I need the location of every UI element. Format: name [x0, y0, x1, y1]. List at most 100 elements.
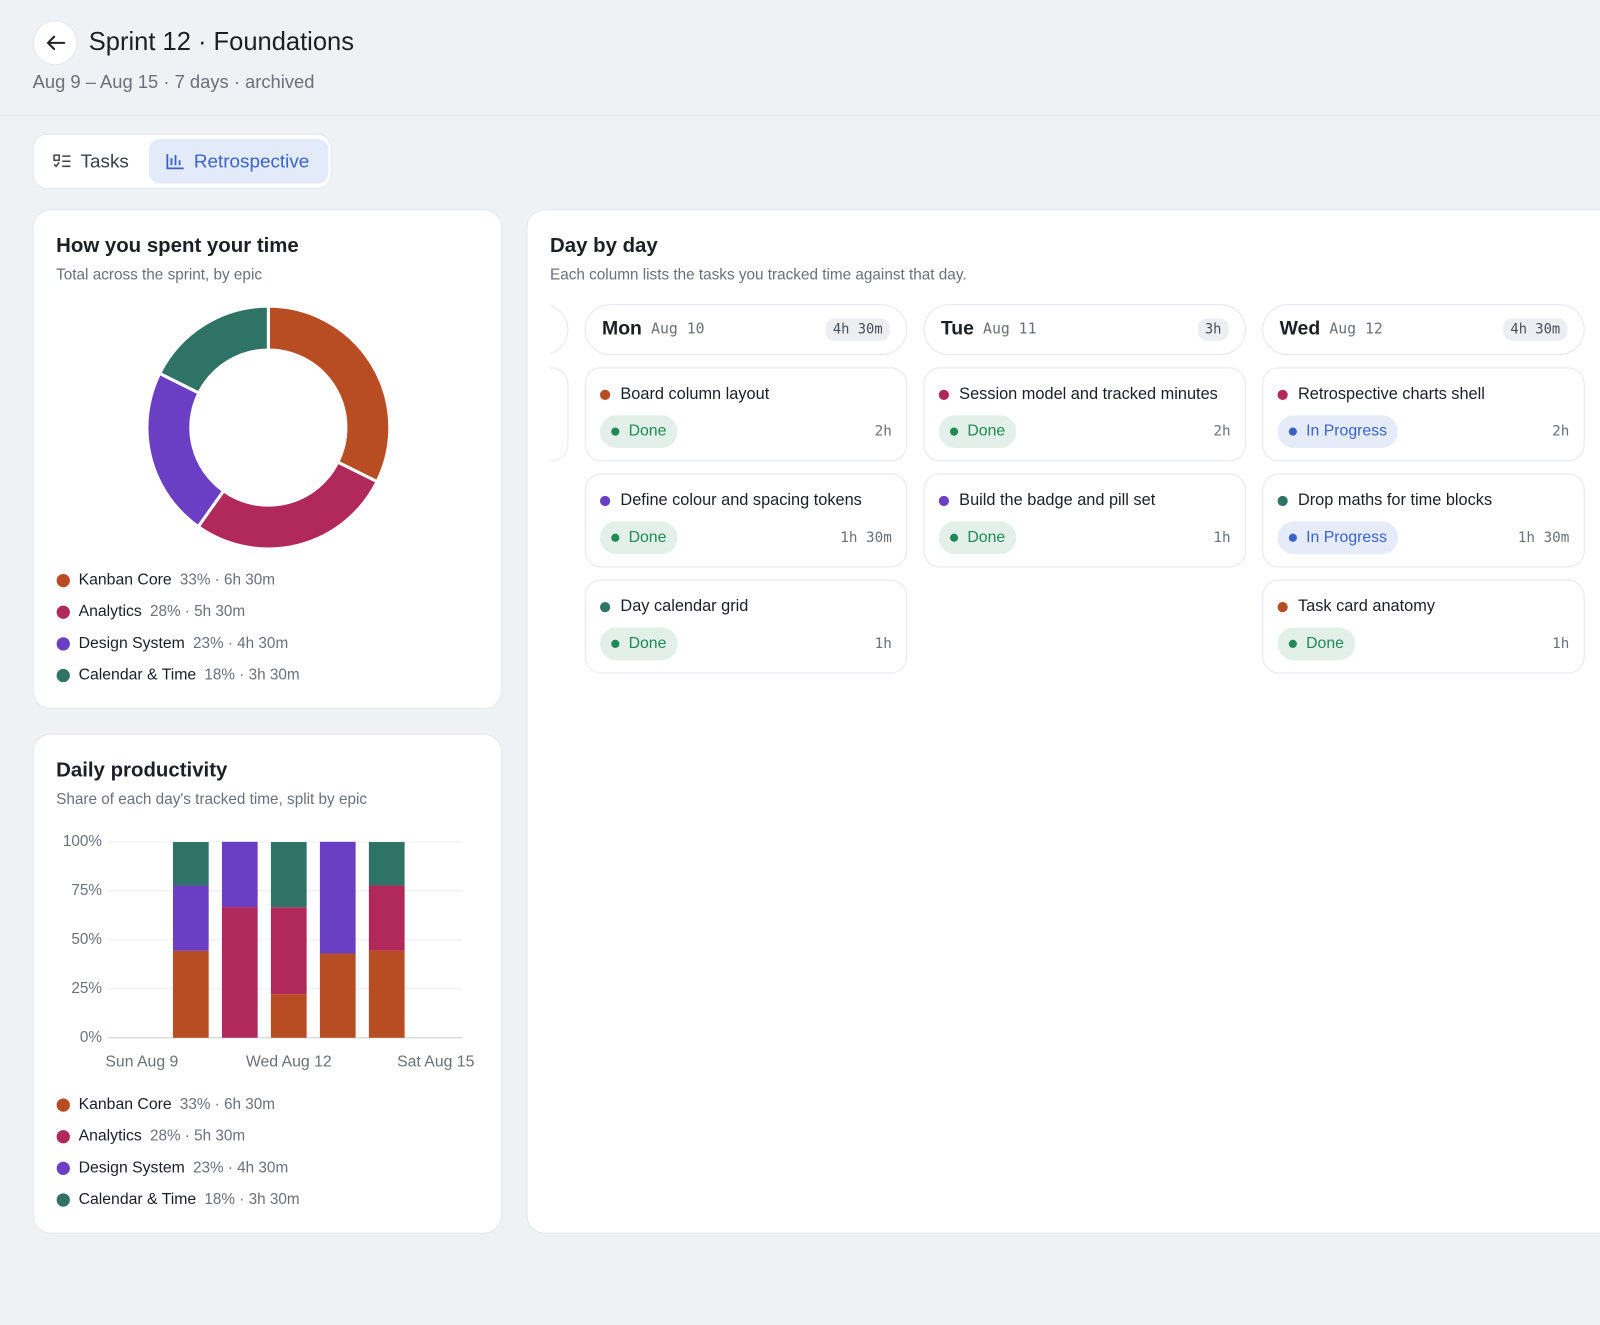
status-pill: Done	[599, 521, 678, 555]
day-name: Tue	[940, 318, 974, 340]
legend-name: Design System	[79, 1160, 185, 1177]
task-card[interactable]: Drop maths for time blocks In Progress 1h …	[1262, 473, 1585, 568]
task-meta: In Progress 1h 30m	[1277, 521, 1570, 555]
tab[interactable]: Tasks	[38, 139, 146, 184]
donut-chart: Kanban Core 33% · 6h 30m Analytics 28% · 5h…	[56, 304, 392, 684]
legend-label: Design System 23% · 4h 30m	[79, 635, 289, 652]
task-title-row: Retrospective charts shell	[1277, 383, 1570, 406]
productivity-card: Daily productivity Share of each day's t…	[32, 733, 503, 1234]
time-card: How you spent your time Total across the…	[32, 209, 503, 710]
epic-dot	[1277, 602, 1288, 613]
legend-dot	[56, 573, 70, 588]
epic-dot	[599, 602, 611, 613]
donut-slice	[196, 460, 380, 551]
task-meta: Done 1h 30m	[599, 521, 892, 555]
epic-dot	[1277, 389, 1288, 400]
status-label: In Progress	[1306, 528, 1388, 546]
x-tick-label: Wed Aug 12	[246, 1053, 332, 1070]
bar-segment	[270, 842, 307, 908]
day-by-day-card: Day by day Each column lists the tasks y…	[526, 209, 1600, 1234]
status-label: Done	[1306, 634, 1344, 653]
bar-segment	[270, 907, 307, 995]
epic-dot	[599, 495, 611, 507]
bar-segment	[221, 841, 258, 908]
task-card[interactable]: Define colour and spacing tokens Done 1h 3…	[584, 473, 908, 568]
task-title: Board column layout	[620, 385, 770, 404]
task-title-row: Board column layout	[599, 383, 892, 406]
task-card[interactable]: Board column layout Done 2h	[584, 367, 908, 462]
day-date: Aug 10	[651, 321, 705, 338]
legend-dot	[56, 1098, 70, 1112]
status-label: Done	[967, 422, 1006, 440]
task-card[interactable]: Build the badge and pill set Done 1h	[923, 473, 1246, 568]
task-title-row: Drop maths for time blocks	[1277, 489, 1570, 512]
page-title: Sprint 12 · Foundations	[88, 27, 354, 57]
y-tick-label: 25%	[71, 980, 102, 997]
legend-name: Analytics	[79, 603, 142, 620]
card-subtitle: Share of each day's tracked time, split …	[56, 790, 368, 809]
task-title: Build the badge and pill set	[959, 491, 1156, 510]
status-dot	[949, 427, 959, 436]
task-title: Define colour and spacing tokens	[620, 491, 862, 510]
day-total: 4h 30m	[825, 318, 890, 341]
legend-dot	[56, 668, 70, 683]
back-icon	[46, 35, 66, 50]
card-title: How you spent your time	[56, 234, 299, 258]
y-tick-label: 75%	[71, 882, 102, 899]
legend-name: Kanban Core	[79, 572, 172, 589]
legend-name: Analytics	[79, 1128, 142, 1145]
column-header: Mon Aug 10 4h 30m	[584, 304, 908, 356]
legend-detail: 33% · 6h 30m	[180, 572, 275, 589]
task-card[interactable]: Task card anatomy Done 1h	[1262, 579, 1585, 674]
task-time: 1h 30m	[840, 529, 892, 546]
page-subtitle: Aug 9 – Aug 15 · 7 days · archived	[32, 71, 315, 92]
day-name: Mon	[602, 318, 642, 340]
status-dot	[611, 427, 620, 436]
status-label: Done	[628, 422, 667, 440]
status-dot	[949, 533, 959, 542]
donut-slice	[145, 371, 226, 529]
epic-dot	[599, 389, 611, 400]
legend-name: Calendar & Time	[79, 1191, 197, 1208]
legend-label: Design System 23% · 4h 30m	[79, 1159, 289, 1176]
task-title-row: Session model and tracked minutes	[938, 383, 1231, 406]
task-time: 1h 30m	[1517, 529, 1570, 546]
bar-segment	[172, 842, 209, 886]
legend-detail: 18% · 3h 30m	[204, 1191, 299, 1208]
day-columns: Mon Aug 10 4h 30m Board column layout Done 2h…	[549, 210, 1600, 1232]
task-time: 1h	[874, 635, 892, 653]
stacked-bar-chart: 0% 25% 50% 75% 100% Sun Aug 9 Wed Aug 12 Sat Au…	[56, 833, 475, 1208]
bar-segment	[172, 950, 209, 1038]
status-dot	[611, 533, 620, 542]
status-dot	[611, 639, 620, 648]
bar-segment	[221, 907, 258, 1038]
task-meta: Done 1h	[1277, 627, 1569, 661]
task-card[interactable]: Retrospective charts shell In Progress 2h	[1262, 367, 1585, 462]
status-pill: Done	[938, 521, 1017, 555]
task-meta: Done 1h	[938, 521, 1231, 555]
donut-slice	[266, 304, 392, 484]
day-date: Aug 11	[983, 321, 1037, 338]
bar-segment	[368, 950, 405, 1038]
legend-label: Calendar & Time 18% · 3h 30m	[79, 1191, 300, 1208]
day-column: Tue Aug 11 3h Session model and tracked min…	[923, 304, 1246, 580]
y-tick-label: 0%	[80, 1029, 103, 1046]
legend-dot	[56, 1161, 70, 1175]
partial-column	[549, 304, 569, 473]
tab-label: Tasks	[80, 149, 129, 172]
legend-name: Calendar & Time	[79, 667, 197, 684]
task-card[interactable]: Session model and tracked minutes Done 2h	[923, 367, 1246, 462]
legend-detail: 28% · 5h 30m	[150, 1128, 245, 1145]
tab[interactable]: Retrospective	[148, 138, 329, 184]
task-time: 2h	[1213, 423, 1231, 440]
task-meta: Done 1h	[599, 627, 892, 661]
task-title-row: Build the badge and pill set	[938, 489, 1231, 512]
legend-detail: 23% · 4h 30m	[193, 1159, 288, 1176]
back-button[interactable]	[32, 20, 78, 66]
status-pill: In Progress	[1277, 521, 1399, 555]
chart-icon	[166, 154, 184, 170]
task-card[interactable]: Day calendar grid Done 1h	[584, 579, 908, 674]
bar-segment	[319, 841, 356, 954]
tab-bar: Tasks Retrospective	[32, 133, 332, 189]
